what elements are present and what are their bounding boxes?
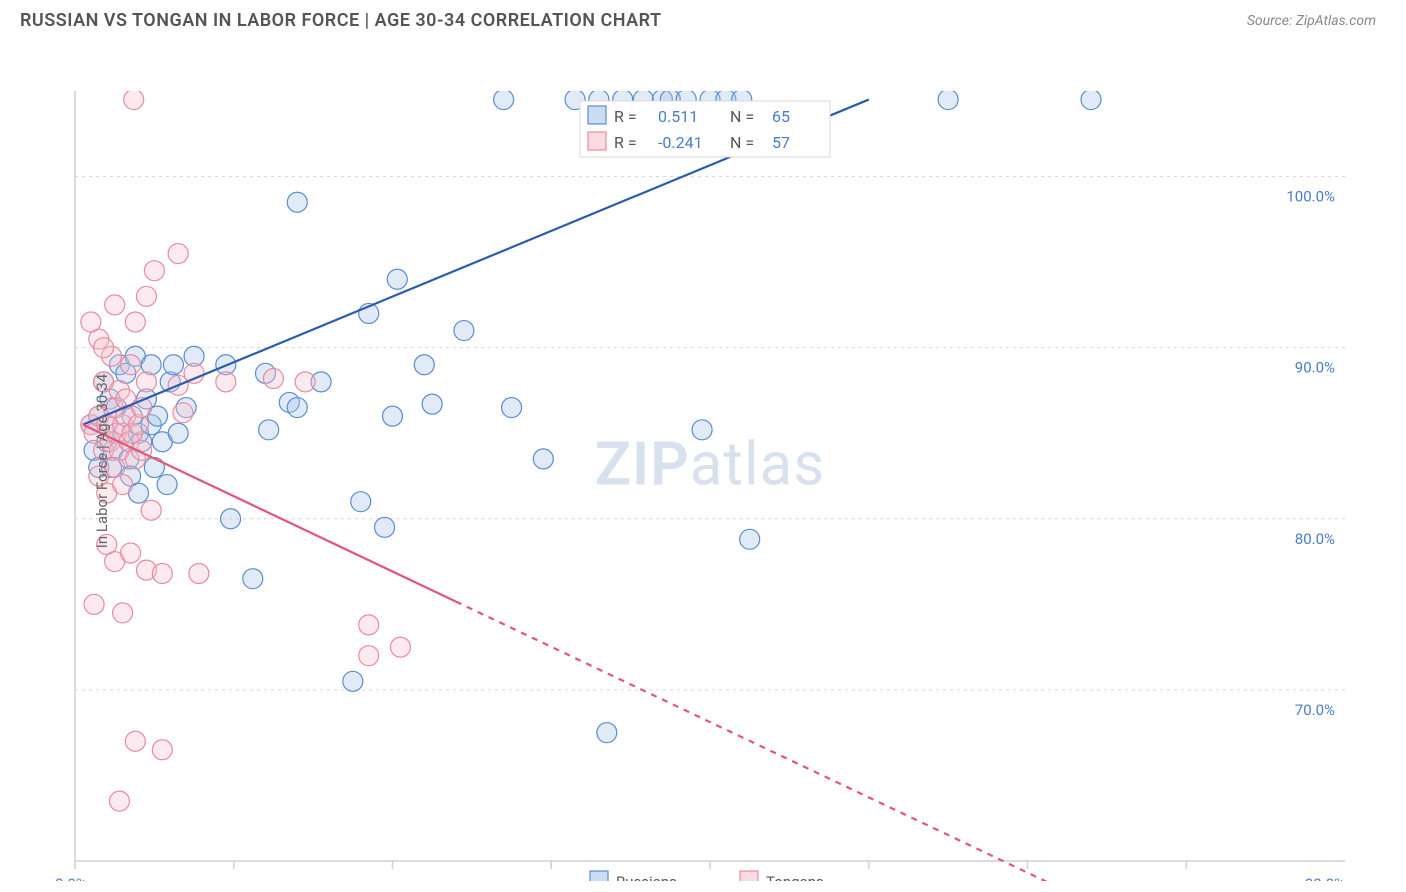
- svg-text:ZIPatlas: ZIPatlas: [595, 429, 826, 500]
- legend-label: Russians: [616, 873, 677, 881]
- svg-text:0.511: 0.511: [658, 107, 698, 126]
- svg-text:0.0%: 0.0%: [55, 875, 87, 881]
- chart-title: RUSSIAN VS TONGAN IN LABOR FORCE | AGE 3…: [20, 10, 662, 31]
- series-russians: [81, 90, 1101, 743]
- y-axis-label: In Labor Force | Age 30-34: [93, 374, 111, 548]
- scatter-chart: 70.0% 80.0% 90.0% 100.0% 0.0% 80.0% ZIPatlas R …: [20, 41, 1386, 881]
- svg-text:90.0%: 90.0%: [1295, 359, 1335, 377]
- trend-dashed: [456, 602, 1075, 881]
- svg-text:65: 65: [772, 107, 790, 126]
- svg-text:70.0%: 70.0%: [1295, 701, 1335, 719]
- svg-text:R =: R =: [614, 133, 637, 152]
- svg-text:-0.241: -0.241: [658, 133, 703, 152]
- svg-text:100.0%: 100.0%: [1286, 188, 1335, 206]
- legend-label: Tongans: [766, 873, 824, 881]
- svg-text:R =: R =: [614, 107, 637, 126]
- series-tongans: [81, 90, 411, 812]
- svg-text:N =: N =: [730, 107, 754, 126]
- svg-text:57: 57: [772, 133, 790, 152]
- svg-text:N =: N =: [730, 133, 754, 152]
- svg-text:80.0%: 80.0%: [1295, 530, 1335, 548]
- svg-text:80.0%: 80.0%: [1305, 875, 1345, 881]
- legend-swatch: [590, 871, 608, 881]
- chart-container: In Labor Force | Age 30-34 70.0% 80.0% 90.…: [20, 41, 1386, 881]
- legend-swatch: [740, 871, 758, 881]
- source-label: Source: ZipAtlas.com: [1247, 13, 1376, 29]
